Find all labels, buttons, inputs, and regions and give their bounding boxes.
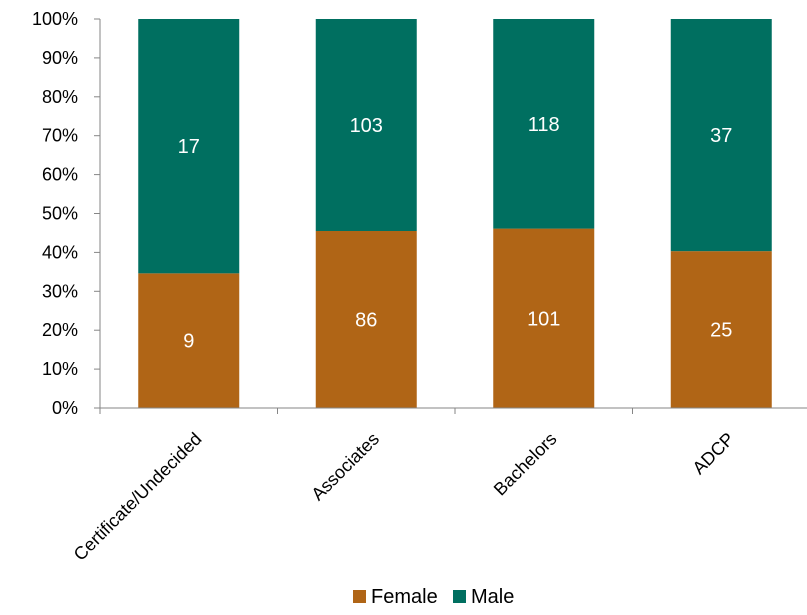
plot-area: 9 17 86 103 101 118 25 37 bbox=[138, 19, 772, 408]
x-tick-label: Associates bbox=[307, 429, 383, 505]
data-label: 101 bbox=[527, 308, 560, 330]
y-axis: 0% 10% 20% 30% 40% 50% 60% 70% 80% 90% 100% bbox=[32, 9, 101, 418]
bar-segment-male bbox=[670, 19, 772, 252]
data-label: 118 bbox=[528, 114, 560, 136]
data-label: 103 bbox=[350, 115, 383, 137]
legend-swatch-female bbox=[353, 590, 366, 603]
y-tick-label: 0% bbox=[52, 398, 78, 418]
y-tick-label: 90% bbox=[42, 48, 78, 68]
data-label: 37 bbox=[710, 125, 732, 147]
legend-label-female: Female bbox=[371, 586, 438, 608]
x-axis: Certificate/Undecided Associates Bachelors… bbox=[70, 407, 807, 565]
y-tick-label: 70% bbox=[42, 126, 78, 146]
data-label: 17 bbox=[178, 136, 200, 158]
bar-segment-female bbox=[493, 228, 595, 408]
legend-label-male: Male bbox=[471, 586, 514, 608]
y-tick-label: 100% bbox=[32, 9, 78, 29]
y-tick-label: 50% bbox=[42, 204, 78, 224]
bar-segment-male bbox=[493, 19, 595, 229]
legend-swatch-male bbox=[453, 590, 466, 603]
y-tick-label: 80% bbox=[42, 87, 78, 107]
bar-segment-male bbox=[315, 19, 417, 231]
y-tick-label: 60% bbox=[42, 165, 78, 185]
bar-segment-male bbox=[138, 19, 240, 274]
data-label: 25 bbox=[710, 320, 732, 342]
y-tick-label: 30% bbox=[42, 281, 78, 301]
y-tick-label: 40% bbox=[42, 242, 78, 262]
bar-segment-female bbox=[670, 251, 772, 408]
x-tick-label: Certificate/Undecided bbox=[70, 429, 206, 565]
data-label: 9 bbox=[183, 331, 194, 353]
data-label: 86 bbox=[355, 309, 377, 331]
legend: Female Male bbox=[353, 586, 514, 608]
y-tick-label: 20% bbox=[42, 320, 78, 340]
y-tick-label: 10% bbox=[42, 359, 78, 379]
bar-segment-female bbox=[138, 273, 240, 408]
x-tick-label: ADCP bbox=[689, 429, 739, 479]
x-tick-label: Bachelors bbox=[490, 429, 561, 500]
bar-segment-female bbox=[315, 230, 417, 408]
